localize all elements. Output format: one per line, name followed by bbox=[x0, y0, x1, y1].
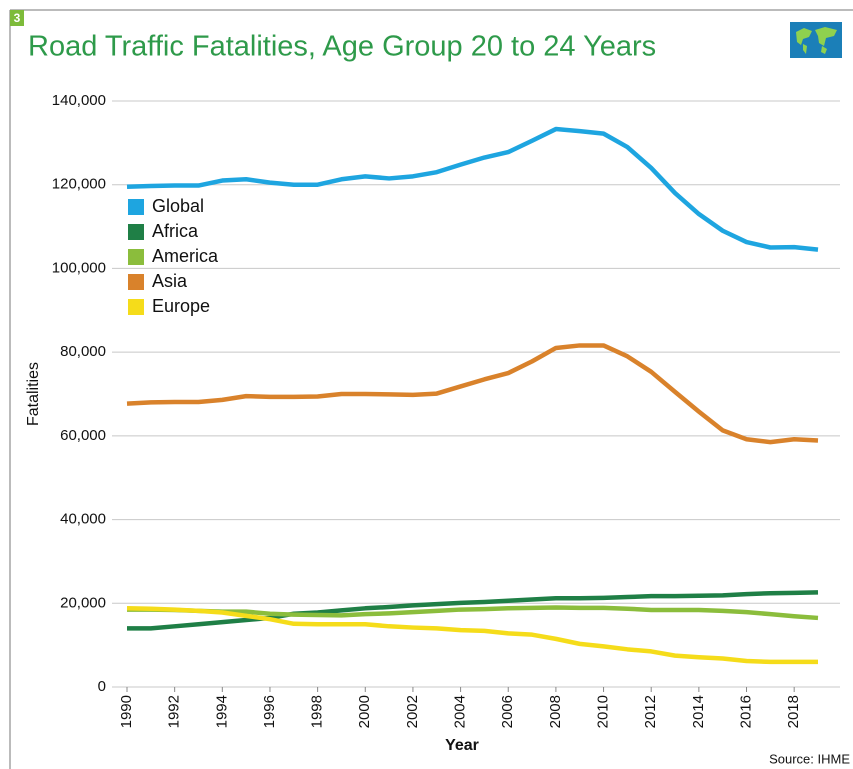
y-axis-label: Fatalities bbox=[25, 362, 42, 426]
map-icon bbox=[790, 22, 842, 58]
legend-swatch bbox=[128, 274, 144, 290]
y-tick-label: 20,000 bbox=[60, 594, 106, 611]
series-line bbox=[127, 605, 819, 621]
legend-label: Africa bbox=[152, 221, 199, 241]
y-tick-label: 60,000 bbox=[60, 427, 106, 444]
y-tick-label: 100,000 bbox=[52, 259, 106, 276]
series-line bbox=[126, 606, 818, 665]
legend-label: Asia bbox=[152, 271, 188, 291]
y-tick-label: 120,000 bbox=[52, 176, 106, 193]
x-tick-label: 1994 bbox=[213, 695, 230, 728]
legend-swatch bbox=[128, 299, 144, 315]
series-line bbox=[126, 126, 819, 252]
series-line bbox=[127, 590, 819, 631]
x-tick-label: 1990 bbox=[118, 695, 135, 728]
legend-swatch bbox=[128, 224, 144, 240]
legend-label: Global bbox=[152, 196, 204, 216]
y-tick-label: 140,000 bbox=[52, 92, 106, 109]
legend-swatch bbox=[128, 199, 144, 215]
x-tick-label: 2004 bbox=[452, 695, 469, 728]
x-tick-label: 2010 bbox=[595, 695, 612, 728]
x-tick-label: 2002 bbox=[404, 695, 421, 728]
x-tick-label: 2008 bbox=[547, 695, 564, 728]
y-tick-label: 40,000 bbox=[60, 511, 106, 528]
source: Source: IHME bbox=[769, 751, 850, 766]
x-tick-label: 2000 bbox=[356, 695, 373, 728]
x-tick-label: 2006 bbox=[499, 695, 516, 728]
x-tick-label: 1992 bbox=[166, 695, 183, 728]
x-tick-label: 2018 bbox=[785, 695, 802, 728]
x-tick-label: 1996 bbox=[261, 695, 278, 728]
x-tick-label: 2014 bbox=[690, 695, 707, 728]
legend-label: Europe bbox=[152, 296, 210, 316]
chart-title: Road Traffic Fatalities, Age Group 20 to… bbox=[28, 31, 656, 63]
legend-label: America bbox=[152, 246, 219, 266]
badge-number: 3 bbox=[14, 11, 21, 25]
y-tick-label: 0 bbox=[98, 678, 106, 695]
legend-swatch bbox=[128, 249, 144, 265]
x-axis-label: Year bbox=[445, 737, 479, 754]
series-line bbox=[126, 343, 819, 445]
x-tick-label: 2016 bbox=[737, 695, 754, 728]
x-tick-label: 2012 bbox=[642, 695, 659, 728]
x-tick-label: 1998 bbox=[309, 695, 326, 728]
y-tick-label: 80,000 bbox=[60, 343, 106, 360]
badge bbox=[10, 10, 24, 26]
